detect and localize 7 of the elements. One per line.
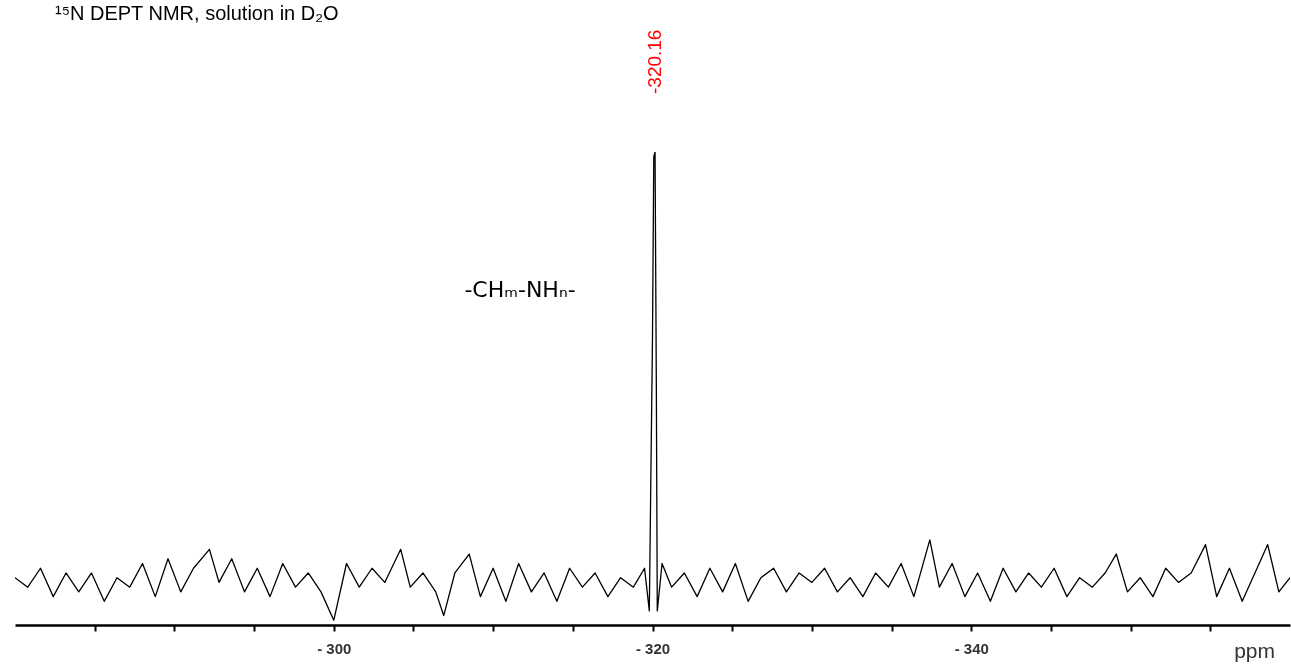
- annotation: -CHₘ-NHₙ-: [464, 277, 576, 302]
- chart-title: ¹⁵N DEPT NMR, solution in D₂O: [55, 2, 339, 24]
- x-tick-label: - 320: [635, 639, 671, 657]
- text: -320.16: [644, 29, 666, 94]
- x-tick-label: - 340: [954, 639, 989, 657]
- x-axis-title: ppm: [1234, 639, 1275, 662]
- x-tick-label: - 300: [317, 639, 352, 657]
